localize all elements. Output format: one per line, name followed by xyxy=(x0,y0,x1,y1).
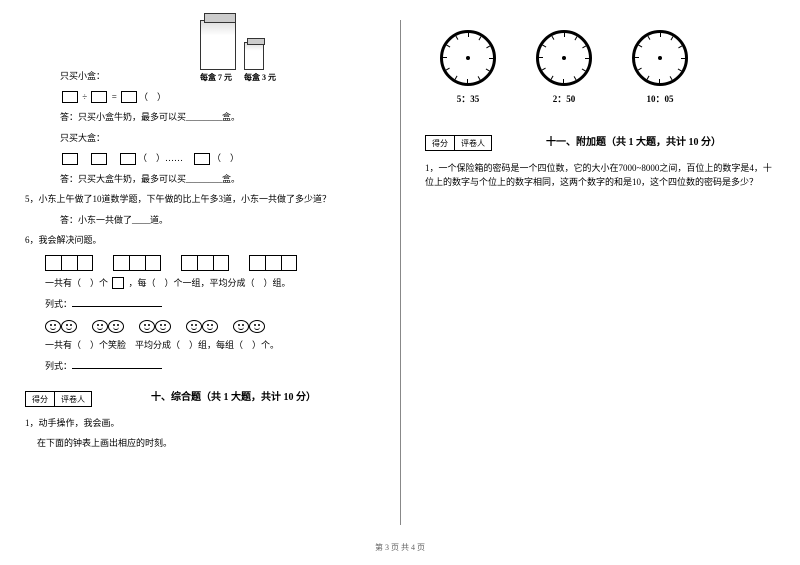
q6-line1-b: ，每（ ）个一组，平均分成（ ）组。 xyxy=(129,278,291,288)
blank-underline xyxy=(72,359,162,369)
page-footer: 第 3 页 共 4 页 xyxy=(0,542,800,553)
blank-box xyxy=(62,91,78,103)
box-group xyxy=(113,255,161,271)
clock-time: 10：05 xyxy=(646,92,673,105)
section10-title: 十、综合题（共 1 大题，共计 10 分） xyxy=(92,388,375,403)
milk-illustration: 每盒 7 元 每盒 3 元 xyxy=(200,20,276,83)
smile-icon xyxy=(186,320,202,333)
box-group xyxy=(181,255,229,271)
q6-text: 我会解决问题。 xyxy=(39,235,102,245)
q6-num: 6， xyxy=(25,235,39,245)
sec11-q1-num: 1， xyxy=(425,163,439,173)
smile-icon xyxy=(233,320,249,333)
q5-answer: 答：小东一共做了____道。 xyxy=(60,214,375,228)
blank-box xyxy=(112,277,124,289)
blank-underline xyxy=(72,297,162,307)
sec10-q1: 1，动手操作，我会画。 xyxy=(25,417,375,431)
q6-line1-a: 一共有（ ）个 xyxy=(45,278,108,288)
smile-icon xyxy=(92,320,108,333)
q6-list-label: 列式： xyxy=(45,299,72,309)
smile-icon xyxy=(108,320,124,333)
score-box: 得分 评卷人 xyxy=(425,135,492,151)
blank-box xyxy=(194,153,210,165)
q5: 5，小东上午做了10道数学题，下午做的比上午多3道，小东一共做了多少道？ xyxy=(25,193,375,207)
buy-big-answer: 答：只买大盒牛奶，最多可以买________盒。 xyxy=(60,173,375,187)
q5-num: 5， xyxy=(25,194,39,204)
smile-icon xyxy=(249,320,265,333)
milk-big-wrap: 每盒 7 元 xyxy=(200,20,236,83)
right-page: 5：35 2：50 10：05 得分 评卷人 十一、附加题（共 1 大题，共计 … xyxy=(400,0,800,565)
smile-icon xyxy=(139,320,155,333)
milk-big-price: 每盒 7 元 xyxy=(200,72,236,83)
q6-line2: 一共有（ ）个笑脸 平均分成（ ）组，每组（ ）个。 xyxy=(45,339,375,353)
smile-icon xyxy=(45,320,61,333)
clock-wrap: 2：50 xyxy=(536,30,592,105)
clock-time: 5：35 xyxy=(457,92,480,105)
blank-box xyxy=(121,91,137,103)
blank-box xyxy=(120,153,136,165)
smile-pair xyxy=(233,320,265,333)
clock-icon xyxy=(632,30,688,86)
q6-list1: 列式： xyxy=(45,297,375,312)
smile-pair xyxy=(92,320,124,333)
smile-icon xyxy=(61,320,77,333)
clock-wrap: 5：35 xyxy=(440,30,496,105)
q6-line1: 一共有（ ）个 ，每（ ）个一组，平均分成（ ）组。 xyxy=(45,277,375,291)
q5-text: 小东上午做了10道数学题，下午做的比上午多3道，小东一共做了多少道？ xyxy=(39,194,332,204)
q6-list2: 列式： xyxy=(45,359,375,374)
sec11-q1-text: 一个保险箱的密码是一个四位数，它的大小在7000~8000之间，百位上的数字是4… xyxy=(425,163,772,187)
blank-box xyxy=(62,153,78,165)
sec10-q1-text1: 动手操作，我会画。 xyxy=(39,418,120,428)
milk-small-wrap: 每盒 3 元 xyxy=(244,42,276,83)
blank-box xyxy=(91,153,107,165)
section10-header-row: 得分 评卷人 十、综合题（共 1 大题，共计 10 分） xyxy=(25,381,375,411)
milk-big-icon xyxy=(200,20,236,70)
milk-small-price: 每盒 3 元 xyxy=(244,72,276,83)
buy-small-answer: 答：只买小盒牛奶，最多可以买________盒。 xyxy=(60,111,375,125)
sec10-q1-text2: 在下面的钟表上画出相应的时刻。 xyxy=(37,437,375,451)
q6: 6，我会解决问题。 xyxy=(25,234,375,248)
score-col2: 评卷人 xyxy=(455,135,492,151)
buy-small-equation: ÷ = （ ） xyxy=(60,91,375,105)
clock-wrap: 10：05 xyxy=(632,30,688,105)
left-page: 每盒 7 元 每盒 3 元 只买小盒： ÷ = （ ） 答：只买小盒牛奶，最多可… xyxy=(0,0,400,565)
score-col1: 得分 xyxy=(425,135,455,151)
q6-list-label: 列式： xyxy=(45,361,72,371)
buy-big-label: 只买大盒： xyxy=(60,132,375,146)
clock-icon xyxy=(440,30,496,86)
box-group xyxy=(249,255,297,271)
clock-time: 2：50 xyxy=(553,92,576,105)
milk-small-icon xyxy=(244,42,264,70)
clocks-row: 5：35 2：50 10：05 xyxy=(440,30,775,105)
smile-pair xyxy=(186,320,218,333)
smile-pair xyxy=(45,320,77,333)
sec11-q1: 1，一个保险箱的密码是一个四位数，它的大小在7000~8000之间，百位上的数字… xyxy=(425,161,775,190)
box-group xyxy=(45,255,93,271)
smile-pair xyxy=(139,320,171,333)
clock-icon xyxy=(536,30,592,86)
sec10-q1-num: 1， xyxy=(25,418,39,428)
smile-icon xyxy=(155,320,171,333)
smile-icon xyxy=(202,320,218,333)
q6-boxes-row xyxy=(45,255,375,271)
score-col1: 得分 xyxy=(25,391,55,407)
section11-header-row: 得分 评卷人 十一、附加题（共 1 大题，共计 10 分） xyxy=(425,125,775,155)
section11-title: 十一、附加题（共 1 大题，共计 10 分） xyxy=(492,133,775,148)
score-col2: 评卷人 xyxy=(55,391,92,407)
q6-smiles-row xyxy=(45,320,375,333)
blank-box xyxy=(91,91,107,103)
score-box: 得分 评卷人 xyxy=(25,391,92,407)
buy-big-equation: （ ）…… （ ） xyxy=(60,152,375,166)
